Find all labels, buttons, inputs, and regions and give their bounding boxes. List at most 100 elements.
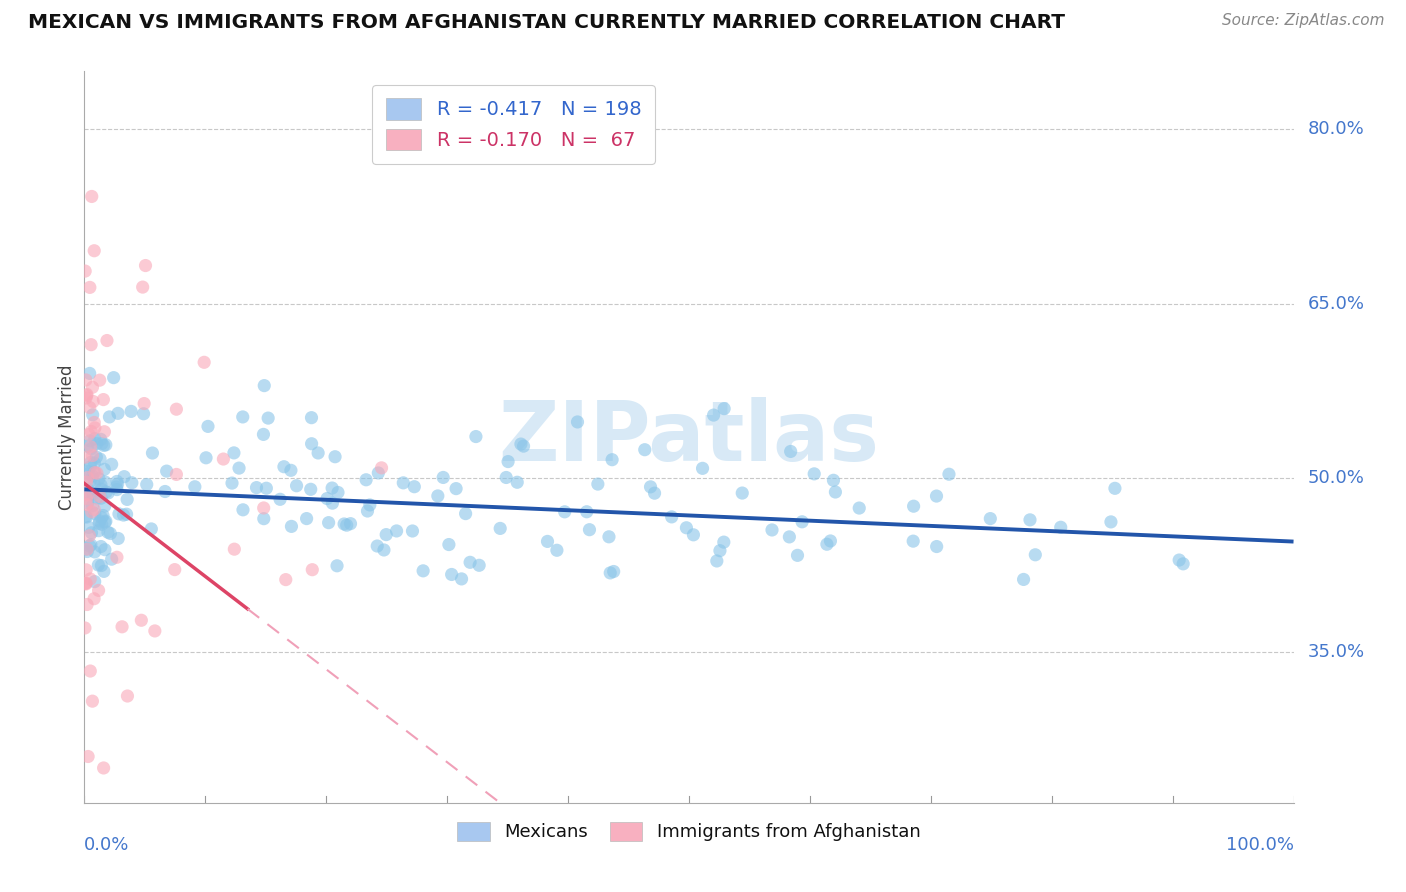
Point <box>336 518 359 533</box>
Point <box>76 496 98 510</box>
Point <box>778 530 800 544</box>
Point <box>90 433 112 447</box>
Point <box>94 475 117 489</box>
Point <box>165 467 187 482</box>
Point <box>90 436 112 450</box>
Point <box>77 749 100 764</box>
Point <box>76 510 98 524</box>
Point <box>89 516 111 531</box>
Point <box>820 533 842 548</box>
Point <box>75 542 97 557</box>
Point <box>644 486 666 500</box>
Point <box>107 406 129 420</box>
Point <box>675 521 697 535</box>
Point <box>512 439 534 453</box>
Text: 0.0%: 0.0% <box>84 836 129 854</box>
Point <box>83 574 105 589</box>
Point <box>76 491 98 506</box>
Point <box>80 525 103 540</box>
Point <box>1168 553 1191 567</box>
Point <box>94 515 117 529</box>
Point <box>120 404 142 418</box>
Point <box>706 554 728 568</box>
Point <box>117 689 139 703</box>
Point <box>83 416 105 430</box>
Point <box>73 450 96 465</box>
Point <box>301 410 323 425</box>
Point <box>269 492 291 507</box>
Point <box>280 519 302 533</box>
Point <box>79 539 101 553</box>
Point <box>285 479 308 493</box>
Point <box>634 442 657 457</box>
Point <box>301 563 323 577</box>
Point <box>135 477 157 491</box>
Point <box>141 446 163 460</box>
Point <box>815 537 838 551</box>
Point <box>1104 481 1126 495</box>
Point <box>578 523 600 537</box>
Point <box>79 487 101 501</box>
Point <box>79 572 101 586</box>
Point <box>80 455 103 469</box>
Point <box>80 505 103 519</box>
Point <box>356 504 378 518</box>
Point <box>86 491 108 505</box>
Point <box>89 514 111 528</box>
Point <box>76 498 98 512</box>
Point <box>1049 520 1071 534</box>
Point <box>80 425 103 439</box>
Point <box>100 526 122 541</box>
Point <box>280 463 302 477</box>
Point <box>86 467 108 481</box>
Point <box>93 392 115 407</box>
Point <box>326 558 349 573</box>
Point <box>536 534 558 549</box>
Point <box>224 542 246 557</box>
Point <box>790 515 813 529</box>
Point <box>75 577 97 591</box>
Point <box>412 564 434 578</box>
Point <box>89 490 111 504</box>
Point <box>385 524 408 538</box>
Point <box>80 442 103 456</box>
Point <box>87 472 110 486</box>
Point <box>76 387 98 401</box>
Point <box>803 467 825 481</box>
Point <box>73 576 96 591</box>
Point <box>76 470 98 484</box>
Point <box>586 477 609 491</box>
Point <box>105 480 128 494</box>
Point <box>153 484 176 499</box>
Point <box>925 540 948 554</box>
Point <box>96 334 118 348</box>
Point <box>489 521 512 535</box>
Point <box>316 491 339 506</box>
Point <box>82 499 104 513</box>
Point <box>692 461 714 475</box>
Point <box>82 408 104 422</box>
Point <box>87 558 110 572</box>
Point <box>212 452 235 467</box>
Point <box>76 544 98 558</box>
Point <box>97 486 120 500</box>
Point <box>76 467 98 481</box>
Point <box>79 664 101 678</box>
Point <box>76 439 98 453</box>
Point <box>731 486 754 500</box>
Point <box>404 480 426 494</box>
Point <box>100 458 122 472</box>
Point <box>90 478 112 492</box>
Point <box>132 407 155 421</box>
Point <box>83 477 105 491</box>
Point <box>163 563 186 577</box>
Point <box>76 475 98 490</box>
Point <box>661 509 683 524</box>
Point <box>80 189 103 203</box>
Point <box>496 454 519 468</box>
Point <box>112 469 135 483</box>
Point <box>786 549 808 563</box>
Point <box>79 401 101 415</box>
Point <box>228 461 250 475</box>
Point <box>79 529 101 543</box>
